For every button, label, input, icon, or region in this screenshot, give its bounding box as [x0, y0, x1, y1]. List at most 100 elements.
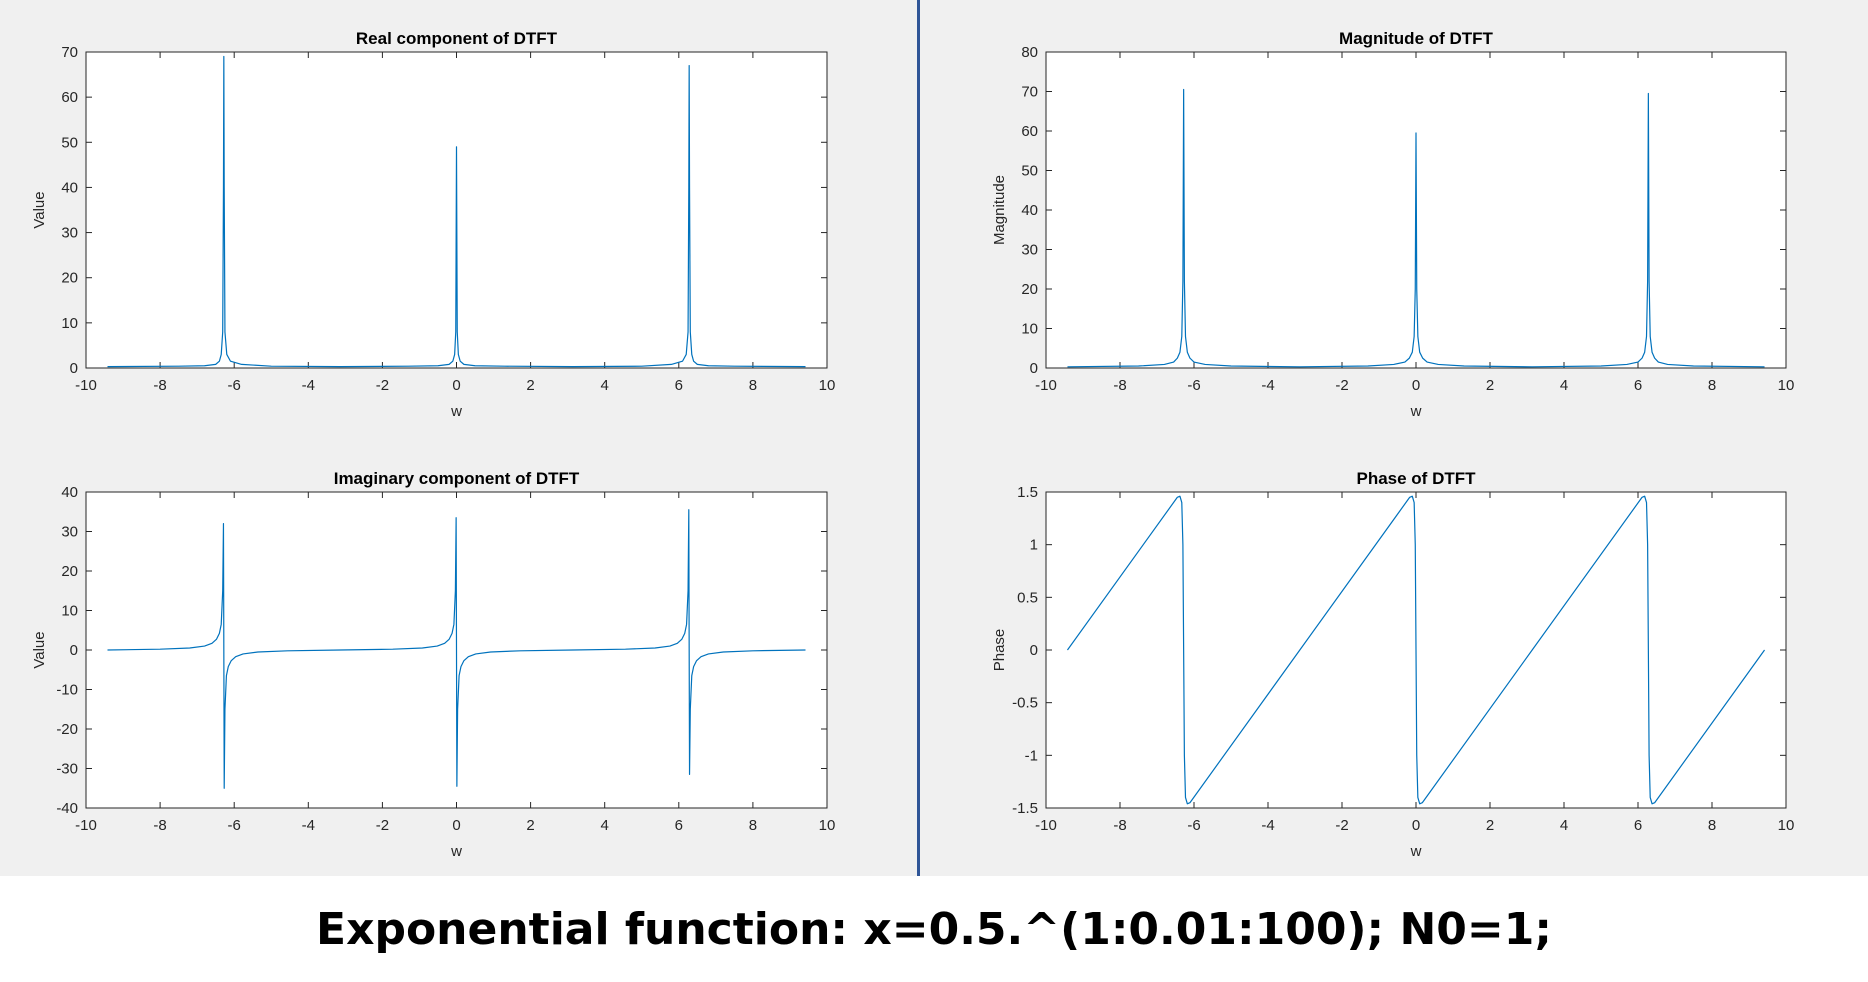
chart-title: Real component of DTFT	[356, 29, 558, 48]
x-tick-label: 4	[601, 377, 609, 394]
x-axis-label: w	[450, 843, 462, 860]
y-tick-label: 30	[61, 225, 78, 242]
x-tick-label: 8	[749, 377, 757, 394]
x-axis-label: w	[450, 403, 462, 420]
y-tick-label: 60	[61, 89, 78, 106]
x-tick-label: 0	[452, 377, 460, 394]
x-tick-label: -4	[1261, 377, 1274, 394]
x-tick-label: -4	[302, 377, 315, 394]
y-tick-label: -10	[56, 682, 78, 699]
caption: Exponential function: x=0.5.^(1:0.01:100…	[316, 903, 1552, 955]
x-tick-label: 2	[1486, 377, 1494, 394]
y-axis-label: Phase	[991, 629, 1008, 672]
y-tick-label: 0	[70, 360, 78, 377]
chart-real: -10 -8 -6 -4 -2 0 2 4 6 8 10 0 10 20 30 40 50 60 70 Real co…	[31, 29, 835, 420]
y-tick-label: -1	[1025, 747, 1038, 764]
y-tick-label: 0	[1030, 360, 1038, 377]
y-tick-label: 50	[61, 134, 78, 151]
x-axis-label: w	[1410, 403, 1422, 420]
series-line	[1066, 495, 1766, 805]
x-tick-label: 6	[675, 377, 683, 394]
x-tick-label: -8	[1113, 377, 1126, 394]
x-tick-label: 10	[1778, 377, 1795, 394]
window-divider[interactable]	[917, 0, 920, 876]
y-axis-label: Magnitude	[991, 175, 1008, 245]
y-tick-label: 1.5	[1017, 484, 1038, 501]
x-tick-label: -10	[75, 377, 97, 394]
y-tick-label: 0.5	[1017, 589, 1038, 606]
x-tick-label: 0	[1412, 817, 1420, 834]
x-tick-label: 8	[1708, 817, 1716, 834]
x-tick-label: 10	[819, 377, 836, 394]
x-tick-label: -4	[302, 817, 315, 834]
x-tick-label: 2	[526, 377, 534, 394]
series-line	[107, 55, 806, 368]
x-tick-label: -6	[228, 817, 241, 834]
y-tick-label: -1.5	[1012, 800, 1038, 817]
x-tick-label: 0	[1412, 377, 1420, 394]
y-tick-label: 0	[70, 642, 78, 659]
y-tick-label: 0	[1030, 642, 1038, 659]
series-line	[1067, 88, 1765, 368]
x-tick-label: -4	[1261, 817, 1274, 834]
x-tick-label: 2	[1486, 817, 1494, 834]
y-tick-label: -20	[56, 721, 78, 738]
chart-title: Imaginary component of DTFT	[334, 469, 580, 488]
x-tick-label: 6	[1634, 377, 1642, 394]
x-tick-label: -2	[376, 817, 389, 834]
x-tick-label: -10	[75, 817, 97, 834]
x-tick-label: 6	[1634, 817, 1642, 834]
y-tick-label: -0.5	[1012, 695, 1038, 712]
y-axis-label: Value	[31, 191, 48, 228]
series-line	[107, 509, 806, 789]
x-tick-label: -10	[1035, 817, 1057, 834]
chart-title: Magnitude of DTFT	[1339, 29, 1494, 48]
x-tick-label: -2	[1335, 377, 1348, 394]
x-tick-label: -2	[376, 377, 389, 394]
y-tick-label: 10	[61, 315, 78, 332]
y-tick-label: 20	[1021, 281, 1038, 298]
x-tick-label: 2	[526, 817, 534, 834]
y-tick-label: -30	[56, 761, 78, 778]
y-tick-label: -40	[56, 800, 78, 817]
y-tick-label: 10	[1021, 321, 1038, 338]
x-tick-label: -10	[1035, 377, 1057, 394]
chart-phase: -10 -8 -6 -4 -2 0 2 4 6 8 10 -1.5 -1 -0.5 0 0.5 1 1.5 Phas…	[991, 469, 1794, 860]
figure-area: -10 -8 -6 -4 -2 0 2 4 6 8 10 0 10 20 30 40 50 60 70 Real co…	[0, 0, 1868, 876]
x-tick-label: 4	[1560, 377, 1568, 394]
chart-magnitude: -10 -8 -6 -4 -2 0 2 4 6 8 10 0 10 20 30 40 50 60 70 80 Magni…	[991, 29, 1794, 420]
x-tick-label: -8	[153, 377, 166, 394]
chart-imaginary: -10 -8 -6 -4 -2 0 2 4 6 8 10-40-30-20-10010203040I…	[31, 469, 835, 860]
x-tick-label: 4	[1560, 817, 1568, 834]
y-tick-label: 60	[1021, 123, 1038, 140]
chart-title: Phase of DTFT	[1356, 469, 1476, 488]
x-tick-label: -8	[1113, 817, 1126, 834]
y-tick-label: 70	[61, 44, 78, 61]
x-tick-label: -6	[1187, 817, 1200, 834]
x-tick-label: 8	[1708, 377, 1716, 394]
x-tick-label: -8	[153, 817, 166, 834]
x-tick-label: 8	[749, 817, 757, 834]
y-tick-label: 20	[61, 270, 78, 287]
x-tick-label: -6	[1187, 377, 1200, 394]
y-tick-label: 10	[61, 603, 78, 620]
y-tick-label: 1	[1030, 537, 1038, 554]
y-tick-label: 40	[61, 484, 78, 501]
y-tick-label: 40	[61, 179, 78, 196]
y-tick-label: 30	[61, 524, 78, 541]
y-tick-label: 50	[1021, 163, 1038, 180]
x-tick-label: 10	[819, 817, 836, 834]
x-tick-label: -6	[228, 377, 241, 394]
y-tick-label: 20	[61, 563, 78, 580]
x-tick-label: 6	[675, 817, 683, 834]
x-tick-label: 4	[601, 817, 609, 834]
y-tick-label: 70	[1021, 84, 1038, 101]
y-tick-label: 40	[1021, 202, 1038, 219]
x-tick-label: -2	[1335, 817, 1348, 834]
x-axis-label: w	[1410, 843, 1422, 860]
x-tick-label: 0	[452, 817, 460, 834]
y-axis-label: Value	[31, 631, 48, 668]
y-tick-label: 30	[1021, 242, 1038, 259]
